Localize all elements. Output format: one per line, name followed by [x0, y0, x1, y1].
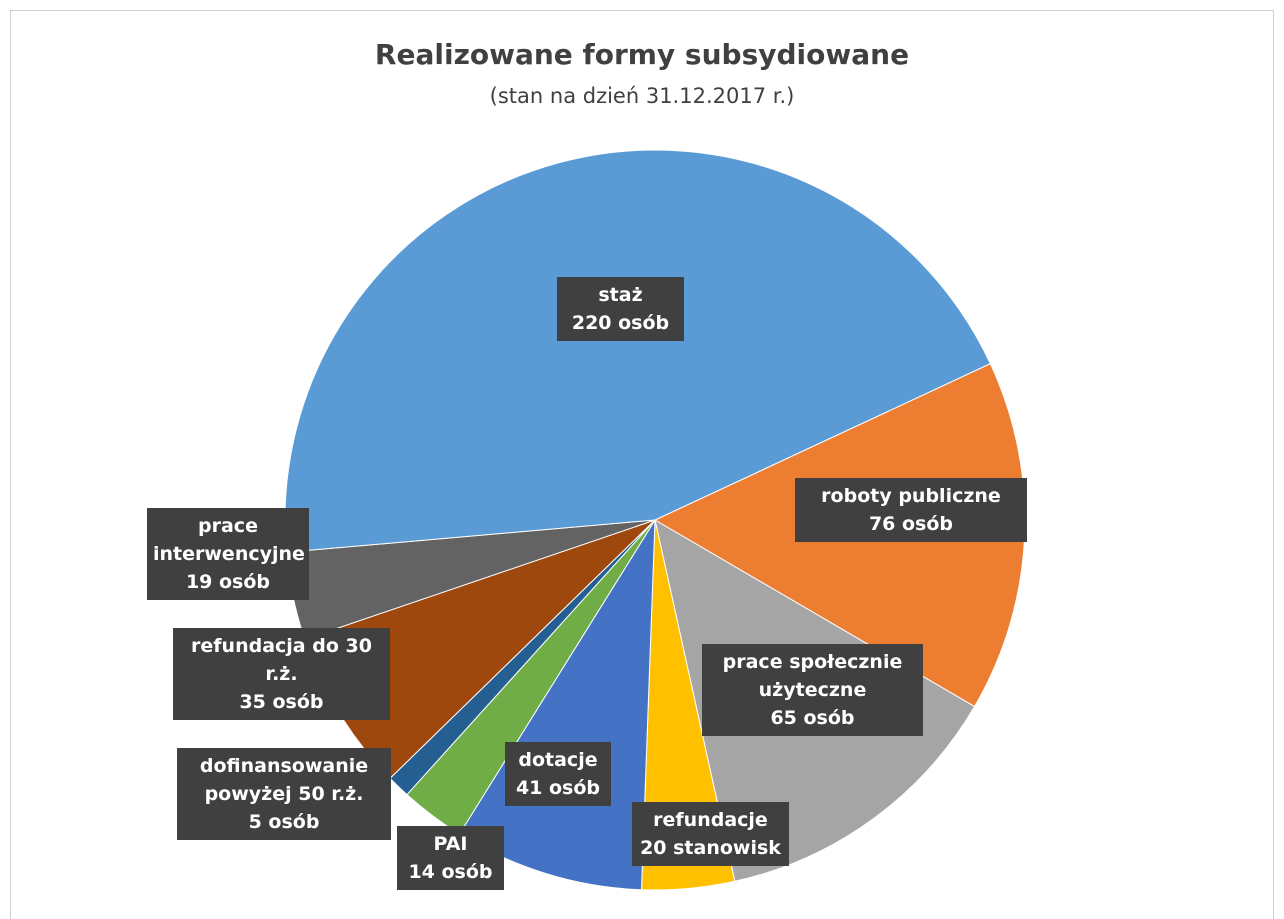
chart-title: Realizowane formy subsydiowane: [374, 38, 910, 71]
label-category: prace interwencyjne: [153, 515, 305, 565]
label-category: dotacje: [518, 749, 598, 771]
label-category: PAI: [433, 833, 468, 855]
label-value: 41 osób: [515, 777, 601, 799]
data-label: roboty publiczne 76 osób: [795, 478, 1027, 542]
label-category: refundacja do 30 r.ż.: [191, 635, 372, 685]
label-category: refundacje: [653, 809, 768, 831]
data-label: refundacje 20 stanowisk: [632, 802, 789, 866]
data-label: prace społecznie użyteczne 65 osób: [702, 644, 923, 736]
label-value: 20 stanowisk: [640, 837, 781, 859]
data-label: dofinansowanie powyżej 50 r.ż. 5 osób: [177, 748, 391, 840]
label-value: 19 osób: [185, 571, 271, 593]
data-label: prace interwencyjne 19 osób: [147, 508, 309, 600]
pie-slice: [284, 149, 991, 553]
label-value: 5 osób: [248, 811, 320, 833]
data-label: PAI 14 osób: [397, 826, 504, 890]
label-category: staż: [598, 284, 643, 306]
chart-subtitle: (stan na dzień 31.12.2017 r.): [489, 84, 795, 108]
label-category: dofinansowanie powyżej 50 r.ż.: [199, 755, 369, 805]
label-value: 14 osób: [408, 861, 493, 883]
label-value: 220 osób: [571, 312, 670, 334]
label-value: 65 osób: [770, 707, 855, 729]
data-label: dotacje 41 osób: [505, 742, 611, 806]
label-value: 76 osób: [868, 513, 954, 535]
label-value: 35 osób: [239, 691, 324, 713]
data-label: staż 220 osób: [557, 277, 684, 341]
data-label: refundacja do 30 r.ż. 35 osób: [173, 628, 390, 720]
label-category: prace społecznie użyteczne: [722, 651, 903, 701]
label-category: roboty publiczne: [821, 485, 1001, 507]
chart-frame: [10, 10, 1274, 919]
